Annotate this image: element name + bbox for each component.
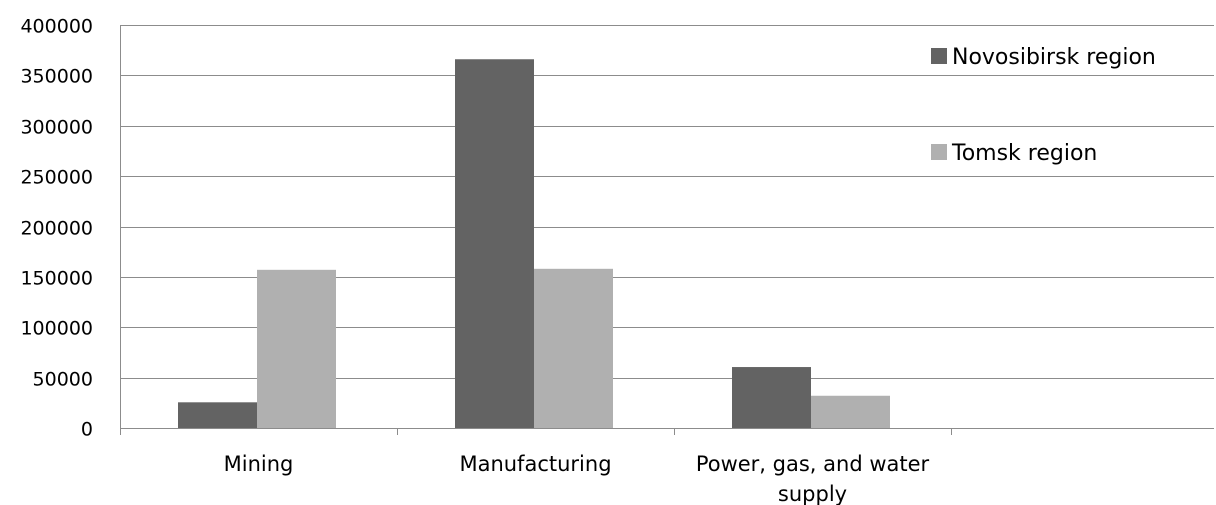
bar-tomsk-0	[257, 269, 336, 428]
legend-swatch	[931, 144, 947, 160]
y-tick-label: 250000	[20, 167, 93, 189]
y-tick-label: 200000	[20, 218, 93, 240]
category-label: Manufacturing	[459, 452, 611, 476]
y-tick-label: 100000	[20, 318, 93, 340]
legend-swatch	[931, 48, 947, 64]
bar-novosibirsk-0	[178, 402, 257, 428]
legend: Novosibirsk region Tomsk region	[931, 45, 1156, 166]
x-axis	[120, 25, 1214, 435]
bars	[178, 59, 890, 428]
category-label: Mining	[224, 452, 294, 476]
bar-tomsk-2	[811, 395, 890, 428]
y-tick-label: 300000	[20, 117, 93, 139]
legend-label: Novosibirsk region	[952, 45, 1156, 70]
category-label: Power, gas, and water supply	[696, 452, 930, 505]
bar-novosibirsk-2	[732, 367, 811, 428]
y-tick-label: 0	[81, 419, 93, 441]
y-tick-label: 150000	[20, 268, 93, 290]
legend-label: Tomsk region	[951, 141, 1097, 166]
bar-novosibirsk-1	[455, 59, 534, 428]
bar-tomsk-1	[534, 268, 613, 428]
y-tick-label: 350000	[20, 66, 93, 88]
y-tick-label: 50000	[33, 369, 93, 391]
category-labels: Mining Manufacturing Power, gas, and water…	[224, 452, 930, 505]
y-tick-label: 400000	[20, 16, 93, 38]
y-axis-tick-labels: 0 50000 100000 150000 200000 250000 300000 3500…	[20, 16, 93, 441]
